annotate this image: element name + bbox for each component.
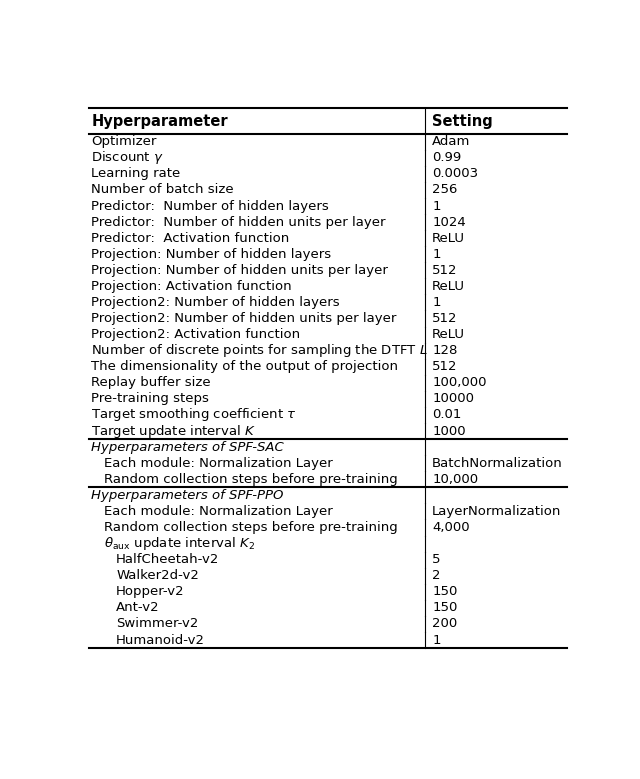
Text: Projection2: Activation function: Projection2: Activation function [92,328,301,341]
Text: Random collection steps before pre-training: Random collection steps before pre-train… [104,521,397,534]
Text: Hyperparameters of SPF-PPO: Hyperparameters of SPF-PPO [92,489,284,502]
Text: Projection: Number of hidden layers: Projection: Number of hidden layers [92,248,332,261]
Text: 128: 128 [432,344,458,358]
Text: LayerNormalization: LayerNormalization [432,505,561,518]
Text: 10000: 10000 [432,393,474,405]
Text: Number of batch size: Number of batch size [92,183,234,196]
Text: Projection: Number of hidden units per layer: Projection: Number of hidden units per l… [92,264,388,277]
Text: Walker2d-v2: Walker2d-v2 [116,569,199,582]
Text: Hyperparameters of SPF-SAC: Hyperparameters of SPF-SAC [92,441,284,453]
Text: 256: 256 [432,183,458,196]
Text: Hopper-v2: Hopper-v2 [116,585,185,598]
Text: Predictor:  Activation function: Predictor: Activation function [92,231,290,245]
Text: Random collection steps before pre-training: Random collection steps before pre-train… [104,473,397,486]
Text: 4,000: 4,000 [432,521,470,534]
Text: 1: 1 [432,296,441,309]
Text: BatchNormalization: BatchNormalization [432,456,563,470]
Text: Replay buffer size: Replay buffer size [92,376,211,390]
Text: Hyperparameter: Hyperparameter [92,114,228,129]
Text: Target update interval $K$: Target update interval $K$ [92,422,256,439]
Text: ReLU: ReLU [432,280,465,293]
Text: $\theta_{\mathrm{aux}}$ update interval $K_2$: $\theta_{\mathrm{aux}}$ update interval … [104,535,255,552]
Text: 1024: 1024 [432,216,466,228]
Text: 10,000: 10,000 [432,473,478,486]
Text: ReLU: ReLU [432,328,465,341]
Text: ReLU: ReLU [432,231,465,245]
Text: Pre-training steps: Pre-training steps [92,393,209,405]
Text: Ant-v2: Ant-v2 [116,601,160,615]
Text: 2: 2 [432,569,441,582]
Text: The dimensionality of the output of projection: The dimensionality of the output of proj… [92,360,399,373]
Text: 1: 1 [432,199,441,213]
Text: Number of discrete points for sampling the DTFT $L$: Number of discrete points for sampling t… [92,342,428,359]
Text: Each module: Normalization Layer: Each module: Normalization Layer [104,505,333,518]
Text: Optimizer: Optimizer [92,136,157,148]
Text: Predictor:  Number of hidden layers: Predictor: Number of hidden layers [92,199,329,213]
Text: Learning rate: Learning rate [92,167,180,181]
Text: Projection2: Number of hidden units per layer: Projection2: Number of hidden units per … [92,312,397,325]
Text: 1000: 1000 [432,425,466,438]
Text: 150: 150 [432,601,458,615]
Text: Setting: Setting [432,114,493,129]
Text: 512: 512 [432,312,458,325]
Text: Adam: Adam [432,136,470,148]
Text: HalfCheetah-v2: HalfCheetah-v2 [116,553,220,566]
Text: 512: 512 [432,264,458,277]
Text: Projection2: Number of hidden layers: Projection2: Number of hidden layers [92,296,340,309]
Text: 0.0003: 0.0003 [432,167,478,181]
Text: 200: 200 [432,618,458,630]
Text: 100,000: 100,000 [432,376,486,390]
Text: 1: 1 [432,248,441,261]
Text: Discount $\gamma$: Discount $\gamma$ [92,150,164,166]
Text: 512: 512 [432,360,458,373]
Text: Predictor:  Number of hidden units per layer: Predictor: Number of hidden units per la… [92,216,386,228]
Text: 0.99: 0.99 [432,151,461,164]
Text: 5: 5 [432,553,441,566]
Text: Target smoothing coefficient $\tau$: Target smoothing coefficient $\tau$ [92,407,297,424]
Text: 150: 150 [432,585,458,598]
Text: Projection: Activation function: Projection: Activation function [92,280,292,293]
Text: Humanoid-v2: Humanoid-v2 [116,633,205,647]
Text: 1: 1 [432,633,441,647]
Text: Swimmer-v2: Swimmer-v2 [116,618,198,630]
Text: Each module: Normalization Layer: Each module: Normalization Layer [104,456,333,470]
Text: 0.01: 0.01 [432,408,461,421]
